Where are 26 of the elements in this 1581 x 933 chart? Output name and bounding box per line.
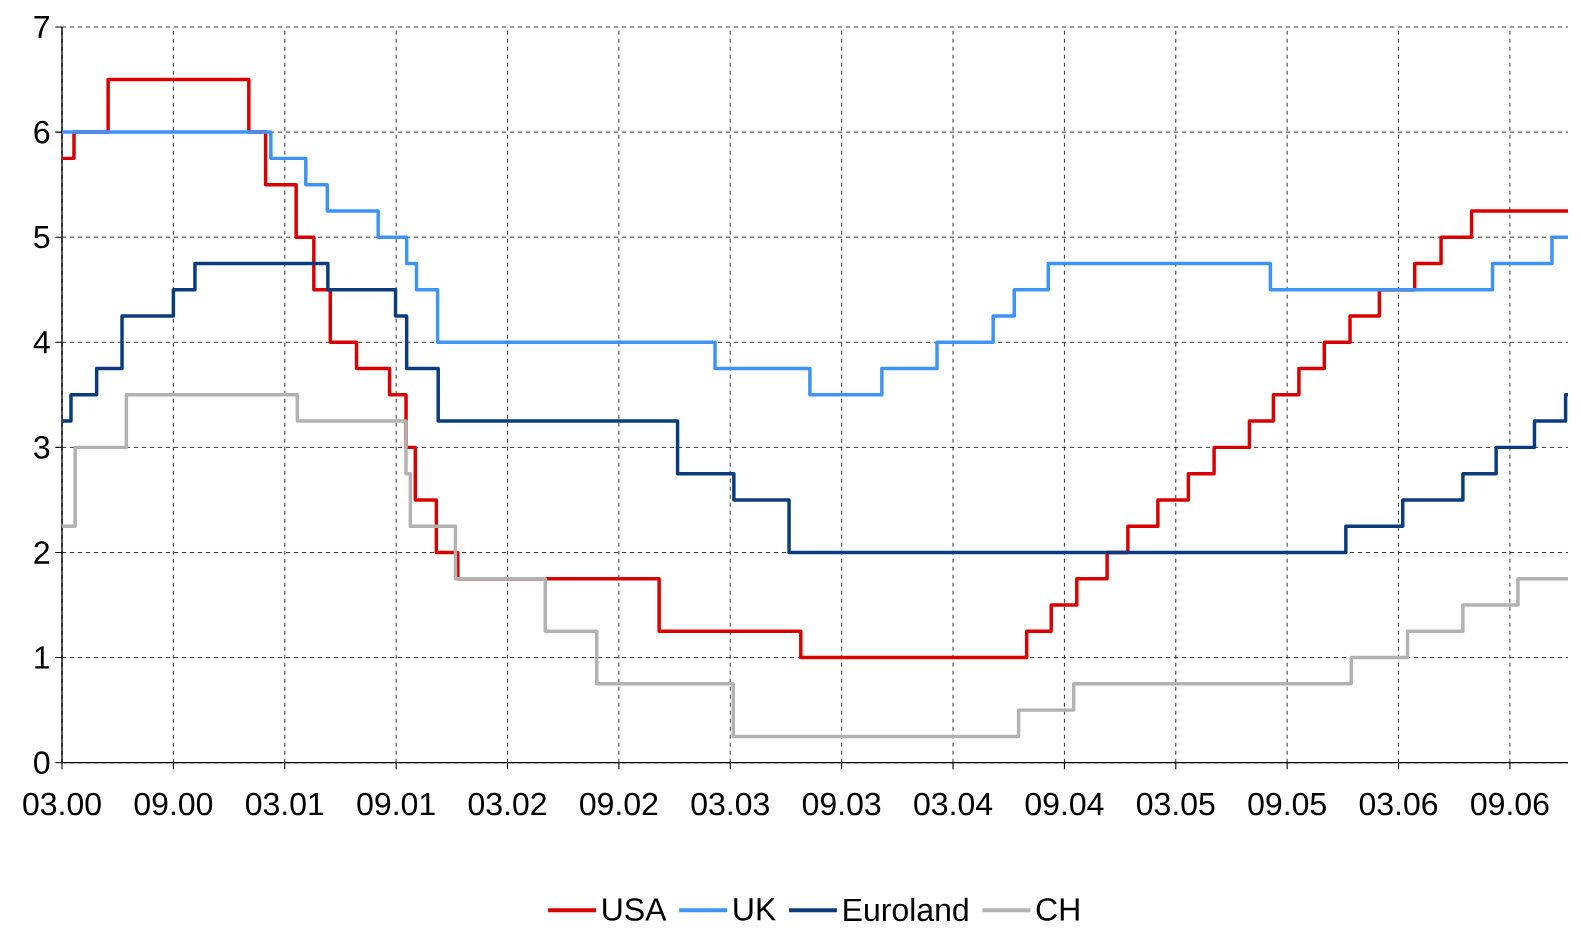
x-tick-label: 03.03 — [691, 792, 769, 816]
y-tick-label: 7 — [34, 15, 50, 39]
x-tick-label: 09.03 — [802, 792, 881, 816]
x-tick-label: 03.06 — [1359, 792, 1438, 816]
y-tick-label: 1 — [35, 646, 50, 669]
y-tick-label: 6 — [34, 120, 50, 144]
legend-label: Euroland — [844, 897, 968, 922]
y-tick-label: 2 — [34, 541, 50, 564]
legend-label: CH — [1036, 898, 1079, 921]
x-tick-label: 03.04 — [914, 792, 993, 816]
x-tick-label: 09.00 — [134, 792, 213, 816]
x-tick-label: 09.01 — [357, 792, 435, 816]
x-tick-label: 03.01 — [245, 792, 324, 816]
x-tick-label: 09.06 — [1471, 792, 1549, 816]
y-tick-label: 3 — [34, 436, 50, 459]
x-tick-label: 09.04 — [1025, 792, 1104, 816]
x-tick-label: 09.02 — [580, 792, 658, 816]
legend-label: USA — [603, 898, 667, 921]
y-tick-label: 0 — [34, 751, 50, 774]
x-tick-label: 03.00 — [23, 792, 101, 816]
x-tick-label: 09.05 — [1248, 792, 1326, 816]
x-tick-label: 03.05 — [1137, 792, 1215, 816]
y-tick-label: 4 — [33, 331, 50, 354]
x-tick-label: 03.02 — [468, 792, 546, 816]
legend-label: UK — [734, 898, 776, 921]
y-tick-label: 5 — [34, 226, 50, 249]
